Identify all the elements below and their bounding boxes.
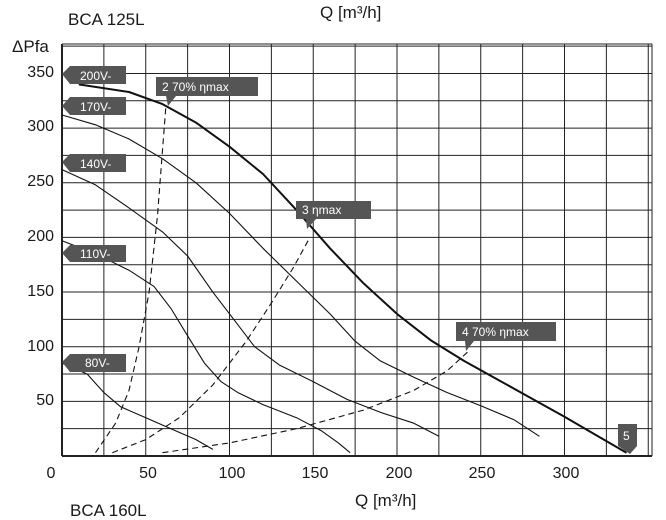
y-tick-label: 250 bbox=[27, 173, 54, 190]
speed-curve bbox=[61, 114, 540, 437]
x-tick-label: 100 bbox=[219, 465, 246, 482]
x-tick-labels: 0 50 100 150 200 250 300 bbox=[47, 465, 580, 482]
tag-200v-label: 200V- bbox=[80, 69, 111, 83]
x-axis-label: Q [m³/h] bbox=[355, 491, 416, 510]
speed-curve bbox=[78, 83, 627, 454]
curves bbox=[61, 83, 627, 454]
tag-170v-label: 170V- bbox=[80, 100, 111, 114]
x-tick-label: 200 bbox=[386, 465, 413, 482]
tag-point-2-label: 2 70% ηmax bbox=[162, 80, 229, 94]
efficiency-curve bbox=[95, 106, 167, 454]
x-tick-label: 150 bbox=[302, 465, 329, 482]
voltage-tags: 200V- 170V- 140V- 110V- 80V- bbox=[62, 66, 126, 372]
tag-110v-label: 110V- bbox=[80, 247, 110, 261]
y-tick-label: 50 bbox=[36, 392, 54, 409]
y-tick-label: 150 bbox=[27, 283, 54, 300]
x-tick-label: 0 bbox=[47, 465, 56, 482]
chart-subtitle: BCA 160L bbox=[70, 501, 147, 520]
y-tick-label: 350 bbox=[27, 64, 54, 81]
y-tick-label: 200 bbox=[27, 228, 54, 245]
tag-point-3-label: 3 ηmax bbox=[302, 203, 341, 217]
efficiency-curve bbox=[112, 237, 311, 454]
tag-80v: 80V- bbox=[62, 354, 126, 372]
y-tick-labels: 50 100 150 200 250 300 350 bbox=[27, 64, 54, 409]
tag-point-5: 5 bbox=[618, 424, 637, 454]
chart-title: BCA 125L bbox=[68, 10, 145, 29]
speed-curve bbox=[61, 169, 440, 437]
tag-point-4: 4 70% ηmax bbox=[456, 322, 556, 351]
tag-110v: 110V- bbox=[62, 245, 126, 262]
tag-point-2: 2 70% ηmax bbox=[156, 77, 258, 106]
speed-curve bbox=[61, 240, 351, 454]
top-x-axis-label: Q [m³/h] bbox=[320, 3, 381, 22]
y-tick-label: 300 bbox=[27, 118, 54, 135]
tag-point-3: 3 ηmax bbox=[296, 201, 371, 229]
tag-170v: 170V- bbox=[62, 97, 126, 115]
chart-grid bbox=[61, 43, 653, 457]
y-axis-label: ΔPfa bbox=[12, 37, 49, 56]
point-tags: 2 70% ηmax 3 ηmax 4 70% ηmax 5 bbox=[156, 77, 637, 454]
x-tick-label: 300 bbox=[553, 465, 580, 482]
x-tick-label: 250 bbox=[469, 465, 496, 482]
speed-curve bbox=[61, 362, 214, 450]
x-tick-label: 50 bbox=[139, 465, 157, 482]
tag-200v: 200V- bbox=[62, 66, 126, 84]
y-tick-label: 100 bbox=[27, 338, 54, 355]
tag-140v: 140V- bbox=[62, 154, 126, 172]
tag-point-4-label: 4 70% ηmax bbox=[462, 325, 529, 339]
tag-point-5-label: 5 bbox=[623, 429, 630, 443]
tag-140v-label: 140V- bbox=[80, 157, 111, 171]
efficiency-curve bbox=[162, 351, 468, 454]
tag-80v-label: 80V- bbox=[85, 356, 110, 370]
